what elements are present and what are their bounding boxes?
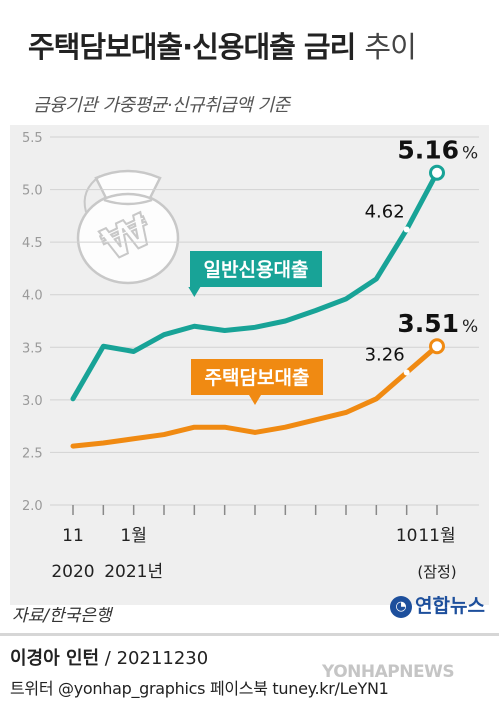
series-tag-mortgage: 주택담보대출	[191, 359, 323, 405]
end-value-unit: %	[462, 144, 478, 164]
point-marker	[403, 226, 410, 233]
end-value-unit: %	[462, 317, 478, 337]
series-tag-box	[188, 251, 322, 297]
y-tick-label: 2.0	[22, 499, 43, 514]
x-tick-label: 11월	[418, 526, 455, 546]
y-tick-label: 2.5	[22, 446, 43, 461]
chart-subtitle: 금융기관 가중평균·신규취급액 기준	[33, 95, 290, 116]
point-value-label: 4.62	[365, 202, 405, 223]
x-tick-label: 10	[396, 526, 418, 546]
yonhap-logo: ◔ 연합뉴스	[390, 591, 485, 618]
yonhap-logo-icon: ◔	[390, 595, 412, 618]
x-tick-label-year: 2021년	[104, 562, 163, 582]
series-tag-label: 주택담보대출	[205, 367, 310, 389]
x-tick-label-year: (잠정)	[417, 563, 456, 581]
byline: 이경아 인턴 / 20211230	[10, 648, 209, 669]
x-tick-label-year: 2020	[51, 562, 94, 582]
y-tick-label: 3.0	[22, 394, 43, 409]
x-tick-label: 1월	[120, 526, 146, 546]
series-line-credit	[70, 170, 440, 402]
x-tick-label: 11	[62, 526, 84, 546]
series-tag-box	[191, 359, 323, 405]
end-marker	[429, 164, 445, 181]
watermark: YONHAPNEWS	[322, 662, 455, 682]
point-value-label: 3.26	[365, 345, 405, 366]
end-marker	[429, 338, 445, 355]
series-tag-credit: 일반신용대출	[188, 251, 322, 297]
point-marker	[403, 369, 410, 376]
end-value-label: 5.16	[397, 136, 459, 165]
y-tick-label: 3.5	[22, 341, 43, 356]
end-value-label: 3.51	[397, 309, 459, 338]
y-tick-label: 5.5	[22, 131, 43, 146]
series-tag-label: 일반신용대출	[204, 259, 309, 281]
social-links: 트위터 @yonhap_graphics 페이스북 tuney.kr/LeYN1	[10, 679, 389, 698]
y-tick-label: 4.5	[22, 236, 43, 251]
page-title: 주택담보대출·신용대출 금리 추이	[28, 30, 417, 64]
series-line-mortgage	[70, 343, 440, 449]
money-bag-icon: ₩	[76, 169, 180, 285]
data-source: 자료/한국은행	[12, 606, 112, 626]
footer-divider	[0, 633, 499, 636]
y-tick-label: 5.0	[22, 184, 43, 199]
y-tick-label: 4.0	[22, 289, 43, 304]
